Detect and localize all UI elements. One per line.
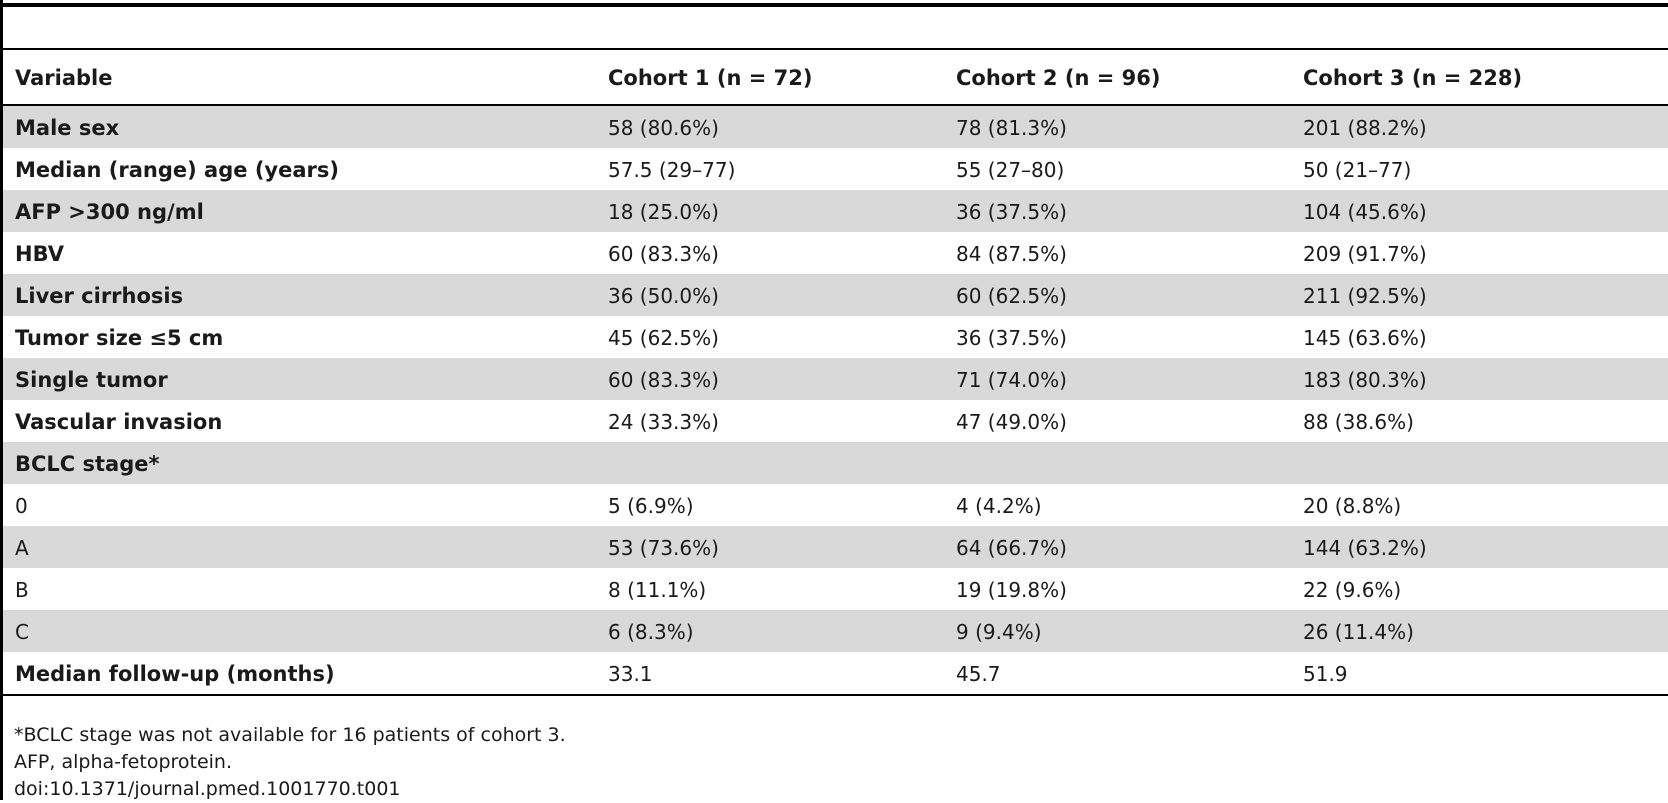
cell-cohort-3: 211 (92.5%) [1303, 284, 1427, 308]
cell-cohort-1: 8 (11.1%) [608, 578, 707, 602]
table-row: Median follow-up (months) 33.1 45.7 51.9 [3, 652, 1668, 694]
table-row: B 8 (11.1%) 19 (19.8%) 22 (9.6%) [3, 568, 1668, 610]
row-variable: Tumor size ≤5 cm [15, 326, 224, 350]
row-variable: B [15, 578, 29, 602]
header-variable: Variable [15, 66, 113, 90]
cell-cohort-1: 58 (80.6%) [608, 116, 719, 140]
cell-cohort-2: 84 (87.5%) [956, 242, 1067, 266]
cell-cohort-1: 18 (25.0%) [608, 200, 719, 224]
cell-cohort-1: 36 (50.0%) [608, 284, 719, 308]
cell-cohort-1: 53 (73.6%) [608, 536, 719, 560]
row-variable: BCLC stage* [15, 452, 160, 476]
cell-cohort-3: 50 (21–77) [1303, 158, 1412, 182]
table-row: Vascular invasion 24 (33.3%) 47 (49.0%) … [3, 400, 1668, 442]
table-row: Single tumor 60 (83.3%) 71 (74.0%) 183 (… [3, 358, 1668, 400]
cell-cohort-1: 33.1 [608, 662, 653, 686]
row-variable: Liver cirrhosis [15, 284, 184, 308]
cell-cohort-2: 36 (37.5%) [956, 326, 1067, 350]
table-header-row: Variable Cohort 1 (n = 72) Cohort 2 (n =… [3, 50, 1668, 104]
cell-cohort-2: 9 (9.4%) [956, 620, 1042, 644]
table-row: A 53 (73.6%) 64 (66.7%) 144 (63.2%) [3, 526, 1668, 568]
cell-cohort-1: 45 (62.5%) [608, 326, 719, 350]
row-variable: Vascular invasion [15, 410, 223, 434]
cell-cohort-2: 4 (4.2%) [956, 494, 1042, 518]
row-variable: Single tumor [15, 368, 168, 392]
header-cohort-2: Cohort 2 (n = 96) [956, 66, 1161, 90]
cell-cohort-2: 36 (37.5%) [956, 200, 1067, 224]
table-row: Liver cirrhosis 36 (50.0%) 60 (62.5%) 21… [3, 274, 1668, 316]
cell-cohort-2: 64 (66.7%) [956, 536, 1067, 560]
table-row: Tumor size ≤5 cm 45 (62.5%) 36 (37.5%) 1… [3, 316, 1668, 358]
cell-cohort-1: 6 (8.3%) [608, 620, 694, 644]
cell-cohort-2: 60 (62.5%) [956, 284, 1067, 308]
cell-cohort-3: 51.9 [1303, 662, 1348, 686]
table-row: BCLC stage* [3, 442, 1668, 484]
row-variable: HBV [15, 242, 64, 266]
table-row: HBV 60 (83.3%) 84 (87.5%) 209 (91.7%) [3, 232, 1668, 274]
cell-cohort-1: 24 (33.3%) [608, 410, 719, 434]
header-top-rule [3, 48, 1668, 50]
table-row: 0 5 (6.9%) 4 (4.2%) 20 (8.8%) [3, 484, 1668, 526]
table-row: AFP >300 ng/ml 18 (25.0%) 36 (37.5%) 104… [3, 190, 1668, 232]
row-variable: C [15, 620, 29, 644]
row-variable: AFP >300 ng/ml [15, 200, 204, 224]
cell-cohort-3: 20 (8.8%) [1303, 494, 1402, 518]
cell-cohort-3: 145 (63.6%) [1303, 326, 1427, 350]
table-row: Median (range) age (years) 57.5 (29–77) … [3, 148, 1668, 190]
cell-cohort-3: 104 (45.6%) [1303, 200, 1427, 224]
table-bottom-rule [3, 694, 1668, 696]
cell-cohort-3: 209 (91.7%) [1303, 242, 1427, 266]
cell-cohort-3: 201 (88.2%) [1303, 116, 1427, 140]
cell-cohort-3: 26 (11.4%) [1303, 620, 1414, 644]
row-variable: 0 [15, 494, 28, 518]
cell-cohort-3: 144 (63.2%) [1303, 536, 1427, 560]
cell-cohort-1: 60 (83.3%) [608, 368, 719, 392]
footnote-doi: doi:10.1371/journal.pmed.1001770.t001 [14, 778, 401, 800]
cell-cohort-2: 55 (27–80) [956, 158, 1065, 182]
cell-cohort-2: 78 (81.3%) [956, 116, 1067, 140]
row-variable: Median (range) age (years) [15, 158, 339, 182]
table-row: C 6 (8.3%) 9 (9.4%) 26 (11.4%) [3, 610, 1668, 652]
footnote-afp: AFP, alpha-fetoprotein. [14, 751, 233, 773]
cell-cohort-3: 22 (9.6%) [1303, 578, 1402, 602]
row-variable: Median follow-up (months) [15, 662, 335, 686]
table-top-rule [0, 3, 1668, 7]
header-bottom-rule [3, 104, 1668, 106]
footnote-bclc: *BCLC stage was not available for 16 pat… [14, 724, 566, 746]
header-cohort-1: Cohort 1 (n = 72) [608, 66, 813, 90]
cell-cohort-2: 47 (49.0%) [956, 410, 1067, 434]
table-body: Male sex 58 (80.6%) 78 (81.3%) 201 (88.2… [3, 106, 1668, 694]
row-variable: A [15, 536, 29, 560]
cell-cohort-2: 19 (19.8%) [956, 578, 1067, 602]
table-row: Male sex 58 (80.6%) 78 (81.3%) 201 (88.2… [3, 106, 1668, 148]
cell-cohort-1: 60 (83.3%) [608, 242, 719, 266]
cell-cohort-2: 71 (74.0%) [956, 368, 1067, 392]
header-cohort-3: Cohort 3 (n = 228) [1303, 66, 1523, 90]
cell-cohort-3: 88 (38.6%) [1303, 410, 1414, 434]
cell-cohort-3: 183 (80.3%) [1303, 368, 1427, 392]
table-footnotes: *BCLC stage was not available for 16 pat… [14, 722, 566, 803]
cell-cohort-1: 5 (6.9%) [608, 494, 694, 518]
row-variable: Male sex [15, 116, 120, 140]
cell-cohort-2: 45.7 [956, 662, 1001, 686]
cell-cohort-1: 57.5 (29–77) [608, 158, 736, 182]
